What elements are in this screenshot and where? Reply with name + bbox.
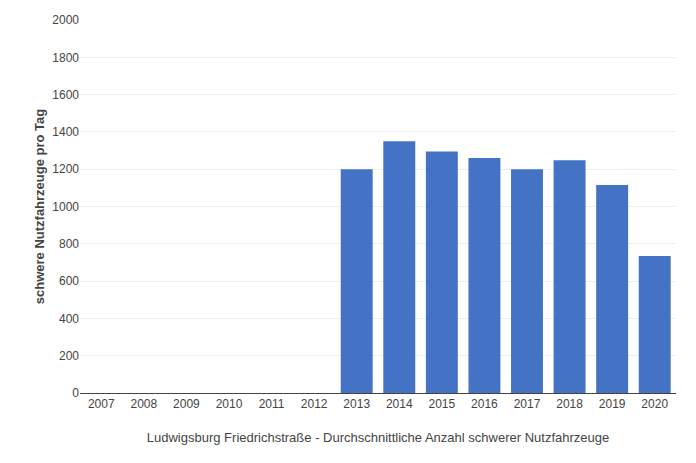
svg-text:400: 400 [59, 312, 79, 326]
svg-text:1000: 1000 [52, 200, 79, 214]
svg-text:2016: 2016 [471, 397, 498, 411]
svg-text:1800: 1800 [52, 51, 79, 65]
svg-text:2012: 2012 [301, 397, 328, 411]
svg-text:schwere Nutzfahrzeuge pro Tag: schwere Nutzfahrzeuge pro Tag [32, 109, 47, 305]
svg-text:2007: 2007 [88, 397, 115, 411]
svg-text:200: 200 [59, 349, 79, 363]
svg-text:1400: 1400 [52, 125, 79, 139]
svg-text:2000: 2000 [52, 13, 79, 27]
svg-text:800: 800 [59, 237, 79, 251]
svg-text:2011: 2011 [259, 397, 285, 411]
svg-text:2014: 2014 [386, 397, 413, 411]
svg-text:2010: 2010 [216, 397, 243, 411]
svg-text:2015: 2015 [429, 397, 456, 411]
svg-text:2009: 2009 [173, 397, 200, 411]
svg-text:2020: 2020 [641, 397, 668, 411]
svg-text:2013: 2013 [343, 397, 370, 411]
svg-text:Ludwigsburg Friedrichstraße -: Ludwigsburg Friedrichstraße - Durchschni… [147, 430, 609, 445]
svg-text:0: 0 [72, 386, 79, 400]
svg-text:2008: 2008 [131, 397, 158, 411]
svg-text:1200: 1200 [52, 162, 79, 176]
svg-text:2017: 2017 [514, 397, 541, 411]
svg-text:2019: 2019 [599, 397, 626, 411]
svg-text:1600: 1600 [52, 88, 79, 102]
svg-text:2018: 2018 [556, 397, 583, 411]
svg-text:600: 600 [59, 274, 79, 288]
